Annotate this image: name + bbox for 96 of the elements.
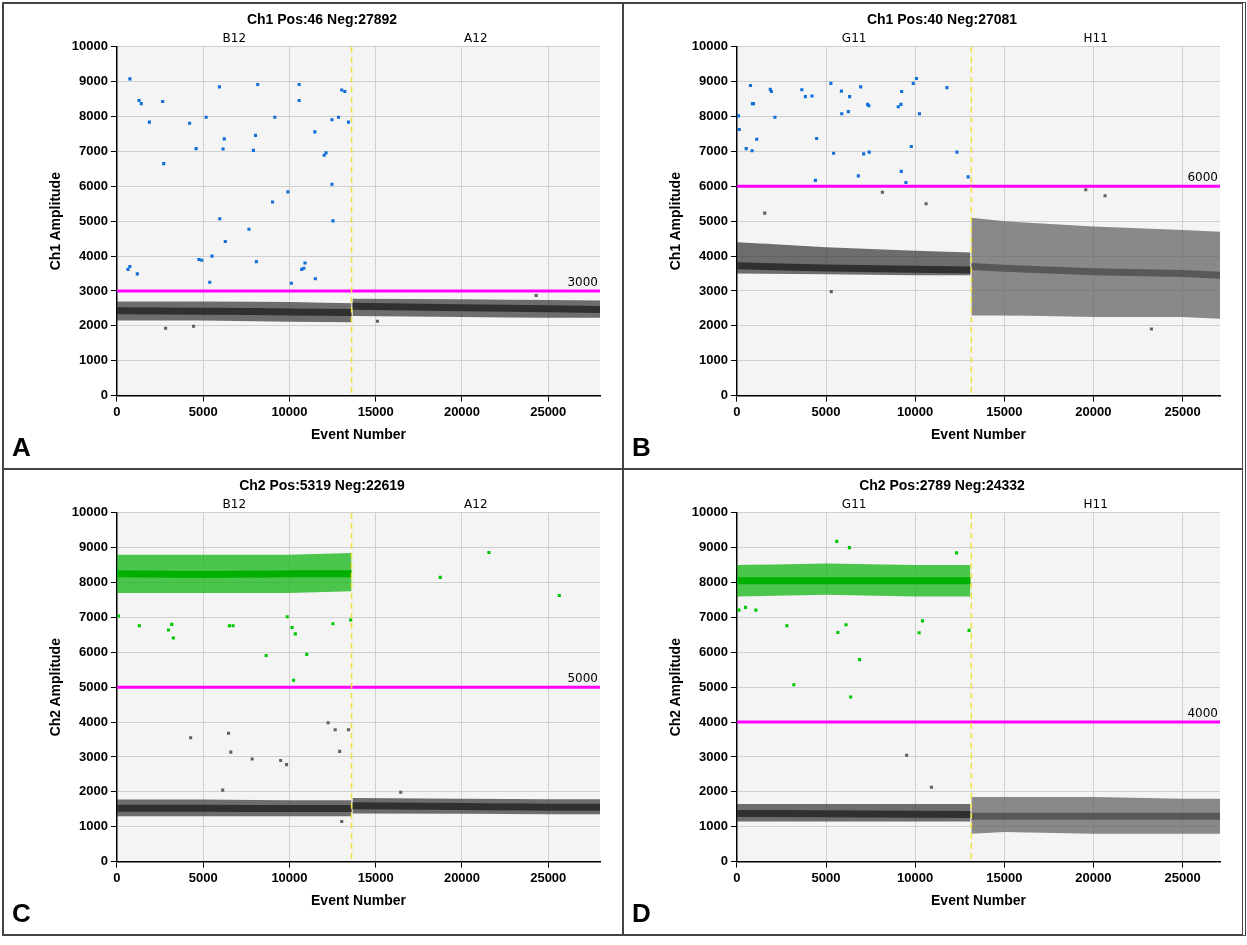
y-axis-title: Ch2 Amplitude [47,637,64,737]
x-tick-label: 20000 [443,869,481,885]
y-tick-label: 10000 [691,504,728,520]
x-tick-label: 20000 [443,403,481,419]
text: H11 [1083,30,1108,45]
y-tick-label: 9000 [79,539,108,555]
y-tick-label: 8000 [79,574,108,590]
x-tick-label: 5000 [811,869,841,885]
x-axis-title: Event Number [311,892,407,909]
x-tick-label: 25000 [530,403,567,419]
text: A [12,432,31,463]
y-tick-label: 9000 [699,539,728,555]
x-tick-label: 10000 [271,869,308,885]
y-tick-label: 2000 [699,317,728,333]
ref-line-label: 5000 [567,671,598,686]
y-tick-label: 10000 [71,504,108,520]
y-tick-label: 1000 [699,818,728,834]
y-tick-label: 4000 [699,247,728,263]
y-tick-label: 7000 [79,143,108,159]
y-tick-label: 9000 [699,73,728,89]
chart-title: Ch2 Pos:2789 Neg:24332 [859,477,1026,494]
x-tick-label: 5000 [188,403,218,419]
y-axis-title: Ch1 Amplitude [667,171,684,271]
y-tick-label: 4000 [79,713,108,729]
y-tick-label: 6000 [79,177,108,193]
text: B12 [222,30,247,45]
chart-title: Ch2 Pos:5319 Neg:22619 [239,477,406,494]
y-axis-title: Ch1 Amplitude [47,171,64,271]
y-tick-label: 3000 [699,748,728,764]
chart-title: Ch1 Pos:46 Neg:27892 [246,11,398,28]
ref-line-label: 6000 [1187,170,1218,185]
y-tick-label: 0 [720,387,728,403]
x-tick-label: 15000 [357,869,394,885]
y-tick-label: 1000 [79,818,108,834]
x-tick-label: 0 [733,403,741,419]
y-tick-label: 10000 [691,38,728,54]
x-axis-title: Event Number [931,426,1027,443]
x-tick-label: 25000 [1164,869,1201,885]
x-tick-label: 15000 [357,403,394,419]
x-tick-label: 10000 [897,403,934,419]
text: A12 [464,30,488,45]
y-tick-label: 7000 [79,609,108,625]
y-tick-label: 6000 [79,643,108,659]
y-tick-label: 1000 [79,352,108,368]
text: A12 [464,496,488,511]
text: G11 [841,30,867,45]
y-tick-label: 5000 [79,212,108,228]
y-tick-label: 8000 [79,108,108,124]
x-axis-title: Event Number [311,426,407,443]
chart-title: Ch1 Pos:40 Neg:27081 [866,11,1018,28]
y-tick-label: 0 [100,853,108,869]
y-tick-label: 3000 [79,748,108,764]
y-tick-label: 7000 [699,609,728,625]
text: H11 [1083,496,1108,511]
y-tick-label: 4000 [79,247,108,263]
x-tick-label: 15000 [986,869,1023,885]
x-tick-label: 20000 [1075,403,1112,419]
y-tick-label: 8000 [699,574,728,590]
x-tick-label: 0 [113,403,121,419]
y-tick-label: 6000 [699,643,728,659]
text: B12 [222,496,247,511]
x-tick-label: 25000 [1164,403,1201,419]
x-tick-label: 20000 [1075,869,1112,885]
x-tick-label: 5000 [811,403,841,419]
y-tick-label: 4000 [699,713,728,729]
x-tick-label: 0 [113,869,121,885]
y-tick-label: 0 [720,853,728,869]
y-tick-label: 5000 [699,678,728,694]
x-tick-label: 5000 [188,869,218,885]
y-tick-label: 10000 [71,38,108,54]
y-tick-label: 2000 [699,783,728,799]
y-tick-label: 5000 [79,678,108,694]
x-tick-label: 10000 [271,403,308,419]
y-tick-label: 5000 [699,212,728,228]
x-tick-label: 25000 [530,869,567,885]
y-tick-label: 2000 [79,783,108,799]
x-tick-label: 10000 [897,869,934,885]
x-tick-label: 15000 [986,403,1023,419]
y-tick-label: 6000 [699,177,728,193]
y-tick-label: 3000 [699,282,728,298]
y-tick-label: 3000 [79,282,108,298]
text: C [12,898,31,929]
text: B [632,432,651,463]
y-tick-label: 8000 [699,108,728,124]
text: D [632,898,651,929]
ref-line-label: 4000 [1187,706,1218,721]
x-axis-title: Event Number [931,892,1027,909]
y-tick-label: 9000 [79,73,108,89]
x-tick-label: 0 [733,869,741,885]
text: G11 [841,496,867,511]
y-tick-label: 1000 [699,352,728,368]
y-tick-label: 0 [100,387,108,403]
y-tick-label: 7000 [699,143,728,159]
y-tick-label: 2000 [79,317,108,333]
ref-line-label: 3000 [567,275,598,290]
y-axis-title: Ch2 Amplitude [667,637,684,737]
